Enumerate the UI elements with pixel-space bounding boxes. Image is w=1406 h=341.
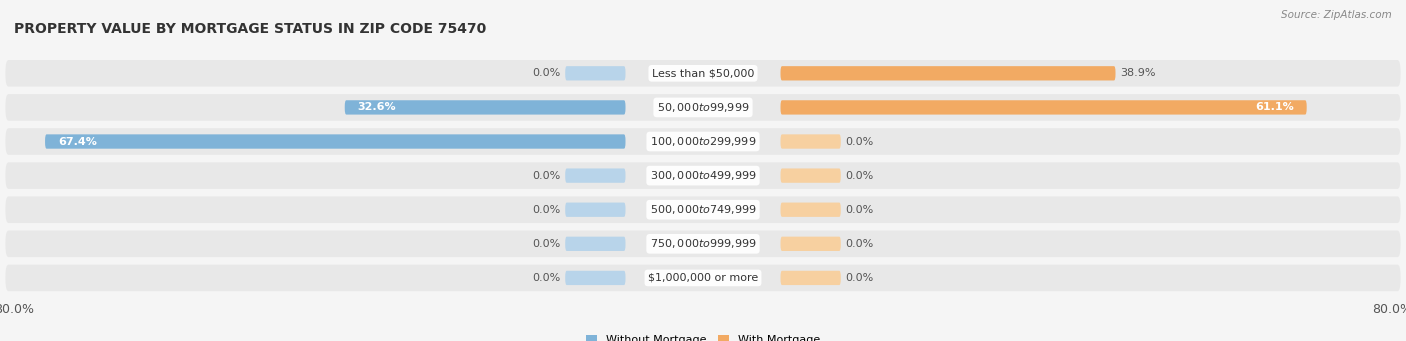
Text: 0.0%: 0.0% xyxy=(845,136,873,147)
Text: 0.0%: 0.0% xyxy=(533,68,561,78)
FancyBboxPatch shape xyxy=(780,237,841,251)
FancyBboxPatch shape xyxy=(780,100,1306,115)
FancyBboxPatch shape xyxy=(6,196,1400,223)
Text: $300,000 to $499,999: $300,000 to $499,999 xyxy=(650,169,756,182)
FancyBboxPatch shape xyxy=(6,94,1400,121)
FancyBboxPatch shape xyxy=(565,271,626,285)
FancyBboxPatch shape xyxy=(780,203,841,217)
FancyBboxPatch shape xyxy=(565,203,626,217)
Text: Less than $50,000: Less than $50,000 xyxy=(652,68,754,78)
Text: $100,000 to $299,999: $100,000 to $299,999 xyxy=(650,135,756,148)
FancyBboxPatch shape xyxy=(6,60,1400,87)
Text: $500,000 to $749,999: $500,000 to $749,999 xyxy=(650,203,756,216)
FancyBboxPatch shape xyxy=(6,231,1400,257)
FancyBboxPatch shape xyxy=(780,134,841,149)
Text: 67.4%: 67.4% xyxy=(58,136,97,147)
Text: 0.0%: 0.0% xyxy=(533,273,561,283)
Text: 38.9%: 38.9% xyxy=(1119,68,1156,78)
Text: 0.0%: 0.0% xyxy=(533,205,561,215)
Text: $1,000,000 or more: $1,000,000 or more xyxy=(648,273,758,283)
Legend: Without Mortgage, With Mortgage: Without Mortgage, With Mortgage xyxy=(582,330,824,341)
Text: 61.1%: 61.1% xyxy=(1256,102,1294,113)
Text: $50,000 to $99,999: $50,000 to $99,999 xyxy=(657,101,749,114)
Text: PROPERTY VALUE BY MORTGAGE STATUS IN ZIP CODE 75470: PROPERTY VALUE BY MORTGAGE STATUS IN ZIP… xyxy=(14,22,486,36)
FancyBboxPatch shape xyxy=(780,66,1115,80)
Text: 0.0%: 0.0% xyxy=(845,273,873,283)
FancyBboxPatch shape xyxy=(565,168,626,183)
Text: 0.0%: 0.0% xyxy=(845,239,873,249)
FancyBboxPatch shape xyxy=(780,168,841,183)
FancyBboxPatch shape xyxy=(6,128,1400,155)
FancyBboxPatch shape xyxy=(780,271,841,285)
Text: 0.0%: 0.0% xyxy=(533,239,561,249)
FancyBboxPatch shape xyxy=(565,237,626,251)
FancyBboxPatch shape xyxy=(6,162,1400,189)
FancyBboxPatch shape xyxy=(565,66,626,80)
FancyBboxPatch shape xyxy=(45,134,626,149)
FancyBboxPatch shape xyxy=(6,265,1400,291)
Text: $750,000 to $999,999: $750,000 to $999,999 xyxy=(650,237,756,250)
Text: Source: ZipAtlas.com: Source: ZipAtlas.com xyxy=(1281,10,1392,20)
Text: 0.0%: 0.0% xyxy=(845,170,873,181)
Text: 0.0%: 0.0% xyxy=(845,205,873,215)
FancyBboxPatch shape xyxy=(344,100,626,115)
Text: 32.6%: 32.6% xyxy=(357,102,396,113)
Text: 0.0%: 0.0% xyxy=(533,170,561,181)
